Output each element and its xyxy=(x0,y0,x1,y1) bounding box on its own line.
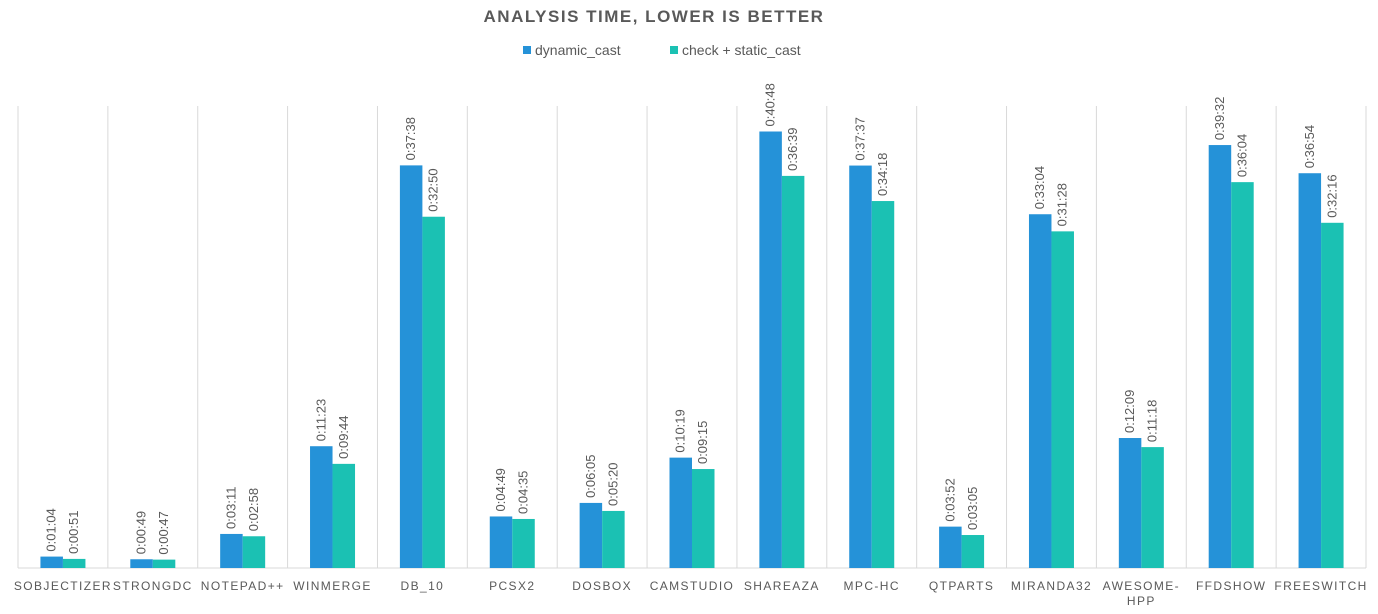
data-label-dynamic-cast-winmerge: 0:11:23 xyxy=(313,399,328,441)
bar-check-static-cast-mpc-hc xyxy=(871,201,895,568)
data-label-dynamic-cast-qtparts: 0:03:52 xyxy=(942,478,957,521)
bar-dynamic-cast-qtparts xyxy=(939,526,962,568)
x-tick-label-pcsx2: PCSX2 xyxy=(489,579,535,593)
bar-dynamic-cast-strongdc xyxy=(130,559,153,568)
data-label-dynamic-cast-ffdshow: 0:39:32 xyxy=(1212,97,1227,140)
bar-dynamic-cast-notepad xyxy=(220,533,243,568)
data-label-check-static-cast-sobjectizer: 0:00:51 xyxy=(66,511,81,554)
data-label-dynamic-cast-dosbox: 0:06:05 xyxy=(583,455,598,498)
bar-check-static-cast-camstudio xyxy=(692,469,715,568)
data-label-check-static-cast-winmerge: 0:09:44 xyxy=(336,415,351,458)
data-label-check-static-cast-camstudio: 0:09:15 xyxy=(695,421,710,464)
chart-title: ANALYSIS TIME, LOWER IS BETTER xyxy=(484,7,825,26)
data-label-check-static-cast-dosbox: 0:05:20 xyxy=(605,463,620,506)
bar-dynamic-cast-shareaza xyxy=(759,131,782,568)
data-label-dynamic-cast-strongdc: 0:00:49 xyxy=(134,511,149,554)
bar-dynamic-cast-ffdshow xyxy=(1208,145,1232,569)
data-label-dynamic-cast-camstudio: 0:10:19 xyxy=(673,409,688,452)
bar-dynamic-cast-winmerge xyxy=(310,446,333,568)
data-label-check-static-cast-strongdc: 0:00:47 xyxy=(156,511,171,554)
data-label-dynamic-cast-miranda32: 0:33:04 xyxy=(1032,166,1047,209)
data-label-check-static-cast-mpc-hc: 0:34:18 xyxy=(875,153,890,196)
x-tick-label-mpc-hc: MPC-HC xyxy=(844,579,900,593)
x-tick-label-freeswitch: FREESWITCH xyxy=(1274,579,1367,593)
bar-check-static-cast-qtparts xyxy=(961,535,985,568)
bar-check-static-cast-freeswitch xyxy=(1321,222,1344,568)
bar-check-static-cast-miranda32 xyxy=(1051,231,1074,568)
bar-dynamic-cast-pcsx2 xyxy=(489,516,513,568)
data-label-check-static-cast-ffdshow: 0:36:04 xyxy=(1234,134,1249,177)
bar-check-static-cast-sobjectizer xyxy=(62,558,86,568)
bar-check-static-cast-db-10 xyxy=(422,216,445,568)
x-tick-label-sobjectizer: SOBJECTIZER xyxy=(14,579,112,593)
data-label-dynamic-cast-sobjectizer: 0:01:04 xyxy=(44,508,59,551)
x-tick-label-winmerge: WINMERGE xyxy=(293,579,372,593)
legend-label-check-static-cast: check + static_cast xyxy=(682,42,801,58)
bar-dynamic-cast-miranda32 xyxy=(1028,214,1052,568)
bar-dynamic-cast-db-10 xyxy=(399,165,423,569)
bar-dynamic-cast-dosbox xyxy=(579,502,603,568)
bar-dynamic-cast-awesome-hpp xyxy=(1118,438,1142,568)
bar-dynamic-cast-freeswitch xyxy=(1298,173,1322,569)
legend-label-dynamic-cast: dynamic_cast xyxy=(535,42,621,58)
bar-check-static-cast-ffdshow xyxy=(1231,182,1254,568)
data-label-dynamic-cast-awesome-hpp: 0:12:09 xyxy=(1122,390,1137,433)
x-tick-label-awesome-hpp: AWESOME-HPP xyxy=(1103,579,1180,608)
x-tick-label-db-10: DB_10 xyxy=(401,579,445,593)
bar-check-static-cast-strongdc xyxy=(152,559,176,568)
bar-dynamic-cast-camstudio xyxy=(669,457,692,568)
data-label-check-static-cast-db-10: 0:32:50 xyxy=(426,168,441,211)
x-tick-label-miranda32: MIRANDA32 xyxy=(1011,579,1092,593)
x-tick-label-ffdshow: FFDSHOW xyxy=(1196,579,1266,593)
data-label-dynamic-cast-freeswitch: 0:36:54 xyxy=(1302,125,1317,168)
x-tick-label-dosbox: DOSBOX xyxy=(572,579,632,593)
data-label-check-static-cast-awesome-hpp: 0:11:18 xyxy=(1145,400,1160,442)
data-label-check-static-cast-notepad: 0:02:58 xyxy=(246,488,261,531)
bar-check-static-cast-pcsx2 xyxy=(512,518,535,568)
data-label-check-static-cast-pcsx2: 0:04:35 xyxy=(516,471,531,514)
legend-swatch-dynamic-cast xyxy=(523,46,531,54)
data-label-check-static-cast-qtparts: 0:03:05 xyxy=(965,487,980,530)
data-label-dynamic-cast-notepad: 0:03:11 xyxy=(223,487,238,529)
bar-dynamic-cast-sobjectizer xyxy=(40,556,63,568)
data-label-check-static-cast-freeswitch: 0:32:16 xyxy=(1324,174,1339,217)
data-label-dynamic-cast-db-10: 0:37:38 xyxy=(403,117,418,160)
bar-check-static-cast-winmerge xyxy=(332,463,356,568)
x-tick-label-qtparts: QTPARTS xyxy=(929,579,994,593)
bar-dynamic-cast-mpc-hc xyxy=(849,165,872,568)
plot-area: SOBJECTIZER 0:01:04 0:00:51 STRONGDC 0:00:49… xyxy=(14,83,1367,608)
data-label-dynamic-cast-shareaza: 0:40:48 xyxy=(763,83,778,126)
x-tick-label-strongdc: STRONGDC xyxy=(113,579,193,593)
bar-check-static-cast-awesome-hpp xyxy=(1141,447,1164,568)
bar-check-static-cast-dosbox xyxy=(602,510,625,568)
data-label-check-static-cast-miranda32: 0:31:28 xyxy=(1055,183,1070,226)
x-tick-label-shareaza: SHAREAZA xyxy=(744,579,820,593)
data-label-dynamic-cast-pcsx2: 0:04:49 xyxy=(493,468,508,511)
data-label-check-static-cast-shareaza: 0:36:39 xyxy=(785,128,800,171)
legend-swatch-check-static-cast xyxy=(670,46,678,54)
bar-check-static-cast-shareaza xyxy=(781,175,805,568)
x-tick-label-notepad: NOTEPAD++ xyxy=(201,579,285,593)
bar-check-static-cast-notepad xyxy=(242,536,266,568)
legend: dynamic_cast check + static_cast xyxy=(523,42,801,58)
x-tick-label-camstudio: CAMSTUDIO xyxy=(650,579,735,593)
data-label-dynamic-cast-mpc-hc: 0:37:37 xyxy=(852,117,867,160)
